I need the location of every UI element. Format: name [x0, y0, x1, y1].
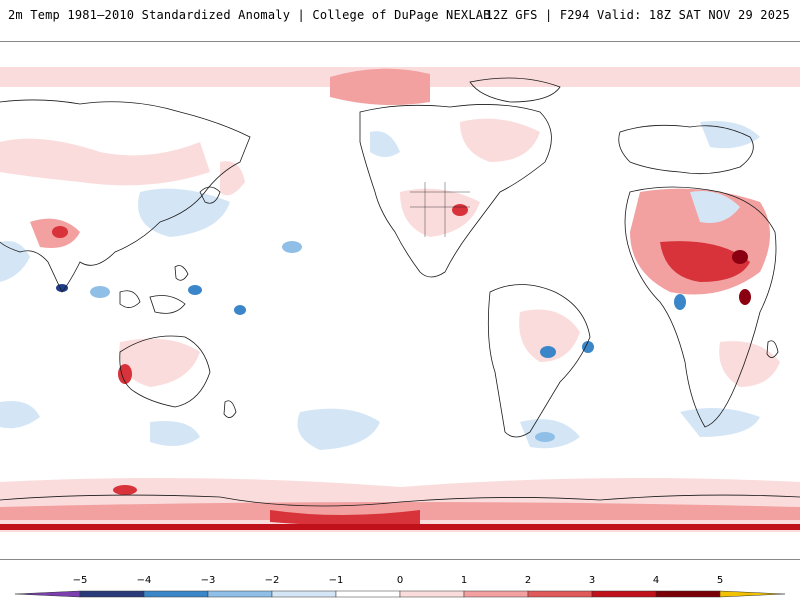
legend-segment	[591, 590, 657, 598]
east-africa-extreme-warm	[739, 289, 751, 305]
argentina-cool	[535, 432, 555, 442]
micronesia-cool	[234, 305, 246, 315]
legend-svg	[14, 590, 786, 598]
model-run-info: 12Z GFS | F294 Valid: 18Z SAT NOV 29 202…	[485, 8, 790, 22]
legend-tick-label: 5	[716, 575, 724, 586]
south-indian-cool	[680, 408, 760, 437]
europe-cool	[700, 121, 760, 149]
legend-tick-label: −4	[136, 575, 152, 586]
middle-east-cool	[690, 191, 740, 223]
legend-segment	[207, 590, 273, 598]
africa-coast	[624, 186, 777, 428]
map-title: 2m Temp 1981–2010 Standardized Anomaly |…	[8, 8, 491, 22]
legend-tick-label: 3	[588, 575, 596, 586]
map-svg	[0, 67, 800, 532]
legend-tick-label: −1	[328, 575, 344, 586]
south-pacific-warm-spot	[113, 485, 137, 495]
legend-segment	[79, 590, 145, 598]
header: 2m Temp 1981–2010 Standardized Anomaly |…	[0, 0, 800, 30]
anomaly-fields	[0, 67, 800, 532]
hawaii-cool	[282, 241, 302, 253]
japan-coast	[199, 186, 221, 204]
arctic-warm-core	[330, 68, 430, 106]
canada-warm	[460, 118, 540, 162]
indian-ocean-cool	[0, 401, 40, 429]
southern-africa-warm	[719, 341, 780, 387]
asia-warm-light	[0, 138, 210, 186]
antarctic-edge-band	[0, 524, 800, 530]
legend-tick-label: −3	[200, 575, 216, 586]
brazil-coast-cool	[582, 341, 594, 353]
europe-coast	[618, 124, 754, 175]
coastlines	[0, 77, 800, 507]
antarctic-warm-strong	[270, 510, 420, 526]
west-australia-warm-spot	[118, 364, 132, 384]
philippine-sea-cool	[188, 285, 202, 295]
australia-warm	[119, 338, 200, 387]
legend-segment	[14, 590, 81, 598]
legend-color-bar	[14, 590, 786, 598]
legend-tick-label: 0	[396, 575, 404, 586]
antarctic-warm-mid	[0, 502, 800, 520]
philippines-coast	[174, 265, 189, 281]
alaska-cool	[370, 131, 400, 157]
kamchatka-warm	[220, 161, 245, 196]
legend-tick-label: −2	[264, 575, 280, 586]
legend-segment	[527, 590, 593, 598]
legend-tick-label: −5	[72, 575, 88, 586]
north-america-coast	[359, 104, 552, 278]
brazil-warm	[519, 309, 580, 362]
south-america-coast	[487, 284, 591, 438]
north-pacific-cool	[138, 188, 230, 237]
sudan-extreme-warm	[732, 250, 748, 264]
himalaya-warm-spot	[52, 226, 68, 238]
borneo-coast	[119, 290, 141, 308]
legend-tick-label: 2	[524, 575, 532, 586]
arabian-cool	[0, 241, 30, 282]
central-us-warm-spot	[452, 204, 468, 216]
legend-segment	[463, 590, 529, 598]
antarctica-coast	[0, 494, 800, 507]
south-pacific-cool-2	[150, 421, 200, 446]
madagascar-coast	[766, 340, 779, 358]
legend-segment	[271, 590, 337, 598]
anomaly-map[interactable]	[0, 41, 800, 560]
north-america-warm	[400, 188, 480, 237]
central-africa-cool	[674, 294, 686, 310]
legend-segment	[719, 590, 786, 598]
sahel-warm-strong	[660, 241, 750, 282]
south-america-cool-spot	[540, 346, 556, 358]
color-legend: −5 −4 −3 −2 −1 0 1 2 3 4 5	[0, 568, 800, 600]
new-zealand-coast	[223, 400, 237, 418]
asia-coast	[0, 99, 251, 293]
new-guinea-coast	[149, 295, 186, 314]
legend-tick-label: 4	[652, 575, 660, 586]
legend-segment	[143, 590, 209, 598]
legend-tick-label: 1	[460, 575, 468, 586]
legend-segment	[335, 590, 401, 598]
south-pacific-cool-1	[297, 408, 380, 450]
bay-bengal-cool	[90, 286, 110, 298]
legend-segment	[655, 590, 721, 598]
south-india-cold-spot	[56, 284, 68, 292]
legend-segment	[399, 590, 465, 598]
greenland-coast	[469, 77, 561, 103]
australia-coast	[119, 335, 211, 408]
us-borders	[410, 182, 470, 237]
